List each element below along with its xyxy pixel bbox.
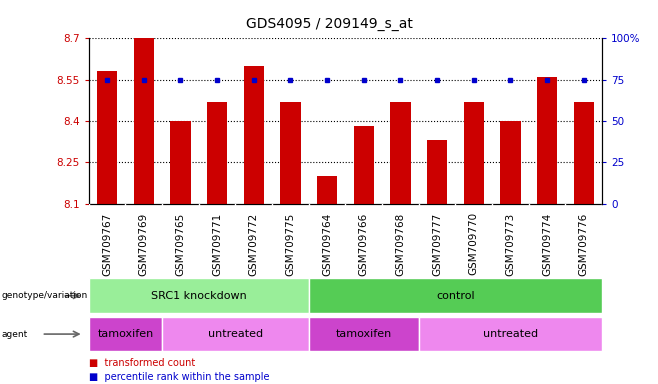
Text: GSM709768: GSM709768 [395, 212, 405, 276]
Bar [500, 121, 520, 204]
Bar [89, 278, 309, 313]
Text: GSM709769: GSM709769 [139, 212, 149, 276]
Bar [309, 317, 418, 351]
Text: GSM709774: GSM709774 [542, 212, 552, 276]
Text: GSM709764: GSM709764 [322, 212, 332, 276]
Text: GDS4095 / 209149_s_at: GDS4095 / 209149_s_at [245, 17, 413, 31]
Bar [97, 71, 117, 204]
Bar [134, 38, 154, 204]
Text: tamoxifen: tamoxifen [336, 329, 392, 339]
Bar [418, 317, 602, 351]
Text: control: control [436, 291, 474, 301]
Text: tamoxifen: tamoxifen [97, 329, 153, 339]
Text: genotype/variation: genotype/variation [1, 291, 88, 300]
Bar [280, 102, 301, 204]
Bar [89, 317, 162, 351]
Text: GSM709772: GSM709772 [249, 212, 259, 276]
Text: GSM709773: GSM709773 [505, 212, 515, 276]
Text: ■  percentile rank within the sample: ■ percentile rank within the sample [89, 372, 269, 382]
Text: GSM709765: GSM709765 [176, 212, 186, 276]
Bar [162, 317, 309, 351]
Text: GSM709775: GSM709775 [286, 212, 295, 276]
Text: GSM709767: GSM709767 [102, 212, 112, 276]
Bar [390, 102, 411, 204]
Bar [170, 121, 191, 204]
Text: GSM709776: GSM709776 [579, 212, 589, 276]
Text: ■  transformed count: ■ transformed count [89, 358, 195, 368]
Bar [354, 126, 374, 204]
Text: GSM709771: GSM709771 [212, 212, 222, 276]
Text: GSM709777: GSM709777 [432, 212, 442, 276]
Text: untreated: untreated [483, 329, 538, 339]
Bar [207, 102, 227, 204]
Text: GSM709766: GSM709766 [359, 212, 368, 276]
Text: SRC1 knockdown: SRC1 knockdown [151, 291, 247, 301]
Bar [537, 77, 557, 204]
Text: agent: agent [1, 329, 28, 339]
Bar [427, 140, 447, 204]
Bar [243, 66, 264, 204]
Bar [317, 176, 337, 204]
Bar [464, 102, 484, 204]
Bar [574, 102, 594, 204]
Text: GSM709770: GSM709770 [468, 212, 479, 275]
Text: untreated: untreated [208, 329, 263, 339]
Bar [309, 278, 602, 313]
